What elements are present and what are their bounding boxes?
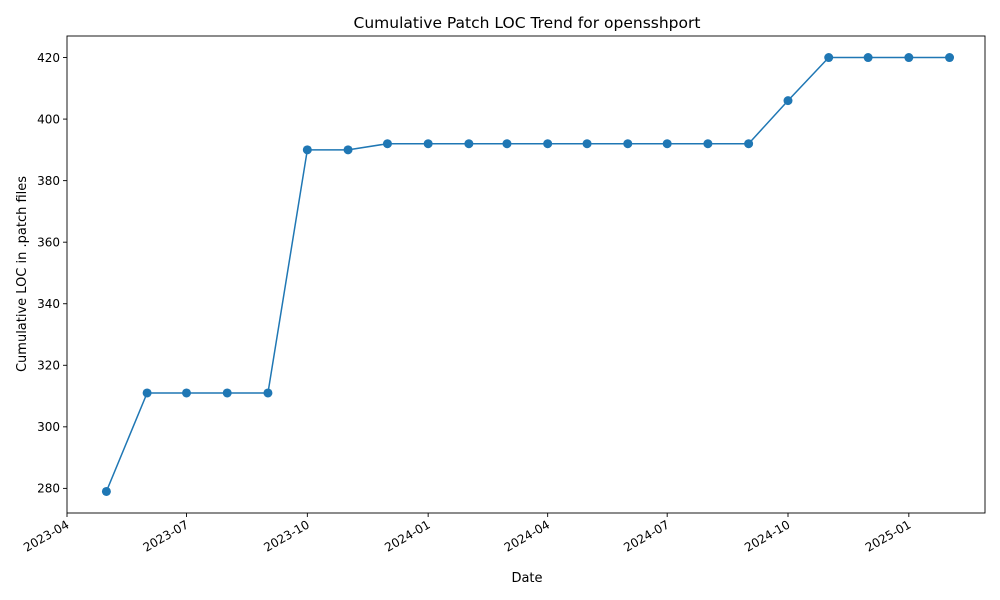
data-point [464, 139, 474, 149]
data-point [182, 388, 192, 398]
data-point [824, 53, 834, 63]
data-point [582, 139, 592, 149]
y-tick-label: 400 [37, 112, 60, 126]
data-point [543, 139, 553, 149]
data-point [302, 145, 312, 155]
data-point [101, 486, 111, 496]
data-point [662, 139, 672, 149]
data-point [263, 388, 273, 398]
data-point [623, 139, 633, 149]
data-point [904, 53, 914, 63]
y-axis: 280 300 320 340 360 380 400 420 [37, 51, 67, 496]
y-tick-label: 280 [37, 482, 60, 496]
x-axis-title: Date [511, 571, 542, 586]
plot-frame [66, 35, 986, 514]
y-tick-label: 300 [37, 420, 60, 434]
series-line [105, 56, 950, 492]
y-tick-label: 340 [37, 297, 60, 311]
y-tick-label: 380 [37, 174, 60, 188]
data-point [863, 53, 873, 63]
data-point [502, 139, 512, 149]
data-point [222, 388, 232, 398]
data-point [343, 145, 353, 155]
y-tick-label: 360 [37, 235, 60, 249]
y-tick-label: 320 [37, 359, 60, 373]
data-point [703, 139, 713, 149]
data-point [142, 388, 152, 398]
data-point [945, 53, 955, 63]
data-point [423, 139, 433, 149]
chart-title: Cumulative Patch LOC Trend for opensshpo… [354, 14, 701, 32]
data-point [382, 139, 392, 149]
data-point [783, 96, 793, 106]
y-axis-title: Cumulative LOC in .patch files [15, 176, 30, 372]
y-tick-label: 420 [37, 51, 60, 65]
data-point [744, 139, 754, 149]
plot-area [101, 53, 955, 496]
